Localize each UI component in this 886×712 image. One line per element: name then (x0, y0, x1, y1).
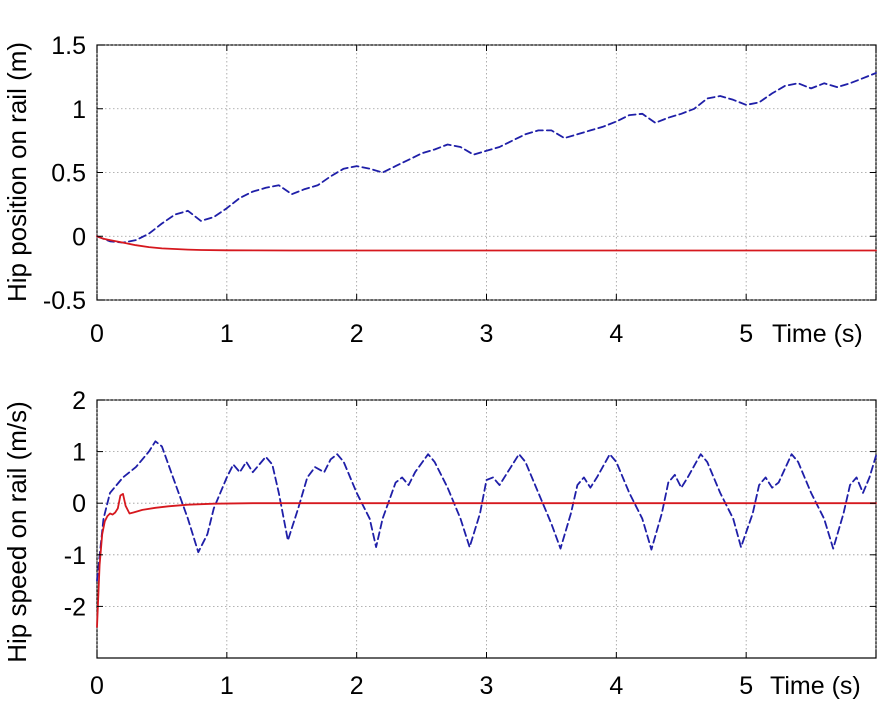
y-tick-label: -0.5 (43, 287, 86, 315)
y-tick-label: 0.5 (51, 160, 86, 188)
series-layer (96, 440, 877, 628)
x-tick-label: 2 (350, 672, 364, 700)
dashed-series-line (96, 440, 877, 582)
y-tick-label: 1 (72, 439, 86, 467)
x-tick-label: 2 (350, 320, 364, 348)
x-axis-label: Time (s) (772, 320, 863, 348)
x-tick-label: 0 (90, 320, 104, 348)
dashed-series-line (96, 72, 877, 244)
x-tick-label: 3 (480, 320, 494, 348)
y-tick-label: 0 (72, 490, 86, 518)
y-tick-label: -2 (64, 593, 86, 621)
speed-plot: 0 1 2 3 4 5 -2 -1 0 1 2 Hip speed on rail (m/s) Ti… (2, 387, 877, 700)
x-axis-label: Time (s) (770, 672, 861, 700)
y-axis-label: Hip position on rail (m) (2, 42, 32, 302)
solid-series-line (96, 235, 877, 252)
x-tick-label: 0 (90, 672, 104, 700)
y-axis-label: Hip speed on rail (m/s) (2, 401, 32, 663)
y-tick-label: -1 (64, 542, 86, 570)
solid-series-line (96, 493, 877, 628)
y-tick-label: 0 (72, 223, 86, 251)
y-tick-label: 1.5 (51, 32, 86, 60)
x-tick-label: 5 (739, 320, 753, 348)
x-tick-label: 5 (739, 672, 753, 700)
y-tick-label: 2 (72, 387, 86, 415)
x-tick-label: 1 (220, 320, 234, 348)
y-tick-label: 1 (72, 96, 86, 124)
x-tick-label: 3 (480, 672, 494, 700)
tick-labels: 0 1 2 3 4 5 -2 -1 0 1 2 (64, 387, 877, 700)
x-tick-label: 4 (609, 320, 623, 348)
series-layer (96, 72, 877, 252)
tick-labels: 0 1 2 3 4 5-0.500.511.5 (43, 32, 877, 348)
position-plot: 0 1 2 3 4 5-0.500.511.5 Hip position on rail … (2, 32, 877, 348)
x-tick-label: 1 (220, 672, 234, 700)
x-tick-label: 4 (609, 672, 623, 700)
